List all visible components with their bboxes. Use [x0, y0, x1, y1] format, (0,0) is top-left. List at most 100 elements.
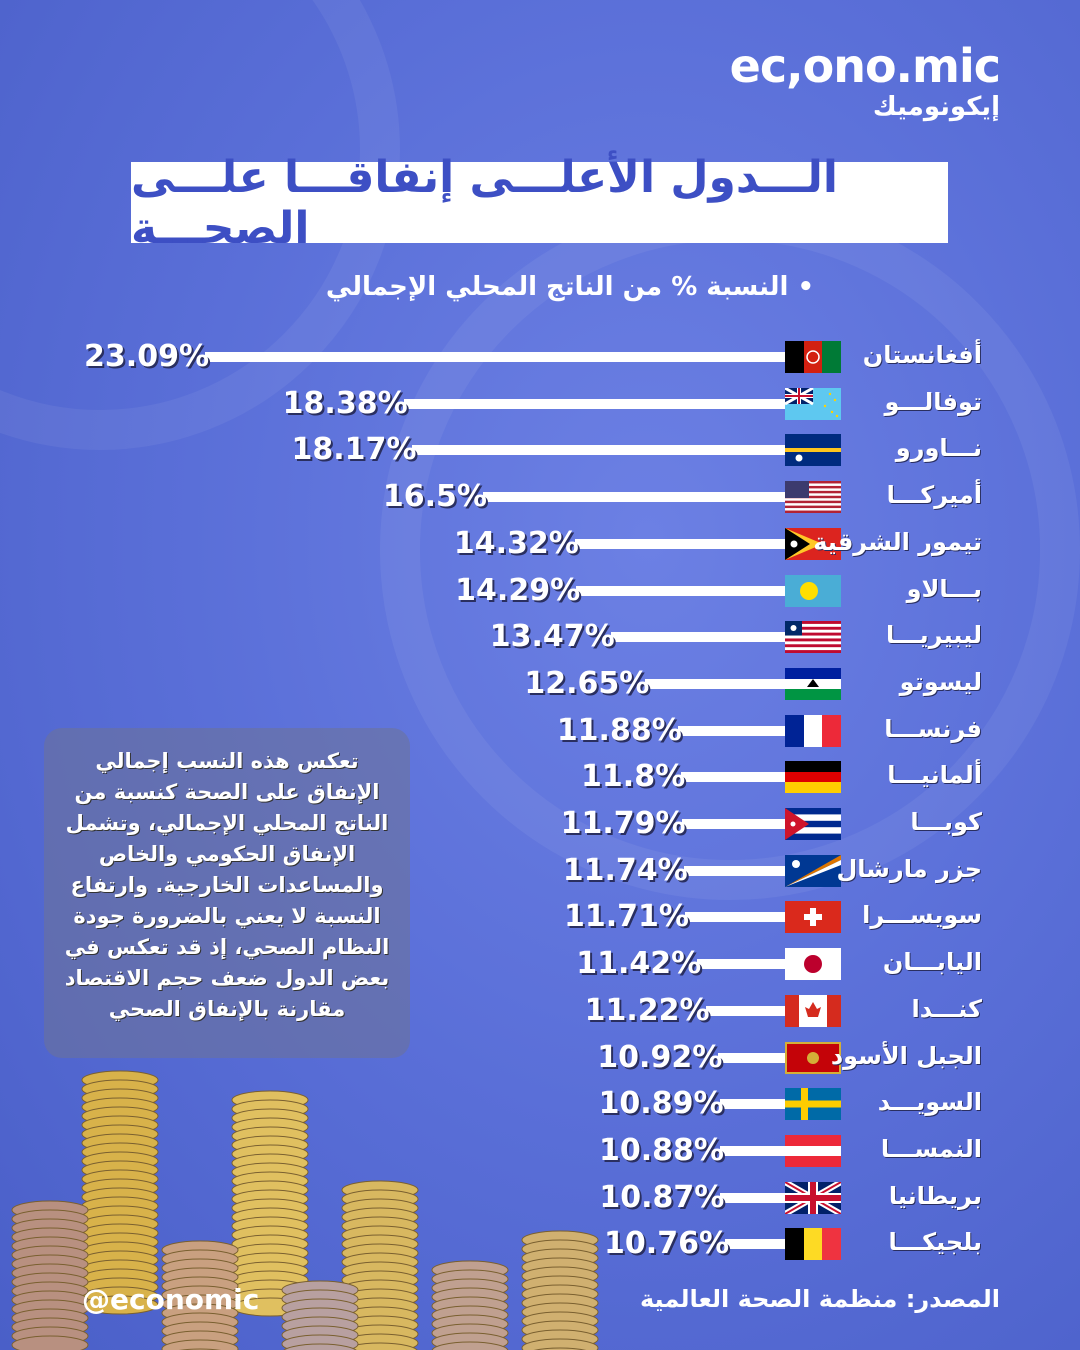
bar	[645, 678, 785, 689]
flag-ca-icon	[785, 994, 841, 1027]
value-label: 11.8%	[581, 759, 686, 795]
logo-ar: إيكونوميك	[872, 92, 1000, 122]
bar-row: 11.22% كنـــدا	[0, 991, 1080, 1031]
social-handle: @economic	[82, 1283, 260, 1316]
flag-lr-icon	[785, 621, 841, 654]
bar	[719, 1145, 785, 1156]
logo-en: ec,ono.mic	[729, 39, 1001, 93]
country-label: فرنســـا	[884, 714, 982, 743]
country-label: السويـــد	[877, 1088, 982, 1117]
country-label: ليسوتو	[899, 667, 982, 696]
bar-row: 10.76% بلجيكـــا	[0, 1224, 1080, 1264]
country-label: الجبل الأسود	[830, 1041, 982, 1070]
coins-image	[11, 1070, 599, 1350]
country-label: اليابـــان	[882, 948, 982, 977]
bar-row: 10.92% الجبل الأسود	[0, 1038, 1080, 1078]
flag-nr-icon	[785, 434, 841, 467]
flag-tl-icon	[785, 527, 841, 560]
value-label: 10.89%	[598, 1086, 724, 1122]
value-label: 11.88%	[556, 712, 682, 748]
flag-ls-icon	[785, 667, 841, 700]
bar	[681, 772, 785, 783]
country-label: توفالـــو	[884, 387, 982, 416]
bar-row: 13.47% ليبيريـــا	[0, 617, 1080, 657]
value-label: 10.88%	[598, 1132, 724, 1168]
country-label: ليبيريـــا	[886, 621, 982, 650]
flag-pw-icon	[785, 574, 841, 607]
bar	[412, 445, 785, 456]
value-label: 14.32%	[453, 525, 579, 561]
flag-at-icon	[785, 1134, 841, 1167]
flag-us-icon	[785, 481, 841, 514]
flag-gb-icon	[785, 1181, 841, 1214]
bar-row: 11.8% ألمانيـــا	[0, 757, 1080, 797]
flag-ch-icon	[785, 901, 841, 934]
bar	[719, 1099, 785, 1110]
bar	[482, 492, 785, 503]
flag-de-icon	[785, 761, 841, 794]
value-label: 11.22%	[584, 992, 710, 1028]
value-label: 14.29%	[455, 572, 581, 608]
value-label: 11.74%	[562, 852, 688, 888]
bar	[718, 1052, 785, 1063]
logo: ec,ono.mic إيكونوميك	[729, 39, 1001, 122]
flag-jp-icon	[785, 948, 841, 981]
flag-mh-icon	[785, 854, 841, 887]
value-label: 13.47%	[489, 619, 615, 655]
bar-row: 11.42% اليابـــان	[0, 944, 1080, 984]
flag-fr-icon	[785, 714, 841, 747]
bar-row: 12.65% ليسوتو	[0, 664, 1080, 704]
bar-row: 10.88% النمســـا	[0, 1131, 1080, 1171]
bar-row: 14.32% تيمور الشرقية	[0, 524, 1080, 564]
flag-se-icon	[785, 1088, 841, 1121]
source-text: المصدر: منظمة الصحة العالمية	[640, 1285, 1000, 1313]
value-label: 11.42%	[576, 946, 702, 982]
bar	[720, 1192, 785, 1203]
bar	[697, 959, 785, 970]
flag-be-icon	[785, 1228, 841, 1261]
country-label: تيمور الشرقية	[813, 527, 982, 556]
bar-row: 14.29% بـــالاو	[0, 571, 1080, 611]
value-label: 10.92%	[597, 1039, 723, 1075]
country-label: كنـــدا	[911, 994, 982, 1023]
value-label: 18.17%	[291, 432, 417, 468]
bar-row: 11.88% فرنســـا	[0, 711, 1080, 751]
value-label: 18.38%	[282, 385, 408, 421]
bar	[610, 632, 785, 643]
bar-row: 18.17% نـــاورو	[0, 430, 1080, 470]
flag-af-icon	[785, 341, 841, 373]
bar	[576, 585, 785, 596]
bar	[403, 398, 785, 409]
country-label: سويســـرا	[862, 901, 982, 930]
country-label: ألمانيـــا	[887, 761, 982, 790]
bar-row: 11.79% كوبـــا	[0, 804, 1080, 844]
value-label: 11.79%	[560, 806, 686, 841]
bar-row: 16.5% أميركـــا	[0, 477, 1080, 517]
bar	[725, 1239, 785, 1250]
bar	[684, 912, 785, 923]
country-label: نـــاورو	[895, 434, 982, 463]
flag-me-icon	[785, 1041, 841, 1074]
note-box: تعكس هذه النسب إجمالي الإنفاق على الصحة …	[44, 728, 410, 1058]
bar	[677, 725, 785, 736]
country-label: أفغانستان	[862, 341, 982, 369]
subtitle: • النسبة % من الناتج المحلي الإجمالي	[325, 272, 815, 302]
bar-row: 23.09% أفغانستان	[0, 337, 1080, 377]
country-label: بـــالاو	[906, 574, 982, 603]
bar	[705, 1005, 785, 1016]
value-label: 12.65%	[524, 665, 650, 701]
bar-row: 18.38% توفالـــو	[0, 384, 1080, 424]
bar-row: 11.71% سويســـرا	[0, 897, 1080, 937]
title-box: الـــدول الأعلـــى إنفاقـــا علـــى الصح…	[131, 152, 948, 254]
bar	[683, 865, 785, 876]
bar-row: 11.74% جزر مارشال	[0, 851, 1080, 891]
flag-cu-icon	[785, 808, 841, 840]
country-label: بلجيكـــا	[888, 1228, 982, 1257]
value-label: 10.76%	[604, 1226, 729, 1262]
country-label: كوبـــا	[910, 808, 982, 836]
country-label: أميركـــا	[886, 481, 982, 510]
bar	[681, 819, 785, 829]
country-label: النمســـا	[880, 1134, 982, 1163]
flag-tv-icon	[785, 387, 841, 420]
